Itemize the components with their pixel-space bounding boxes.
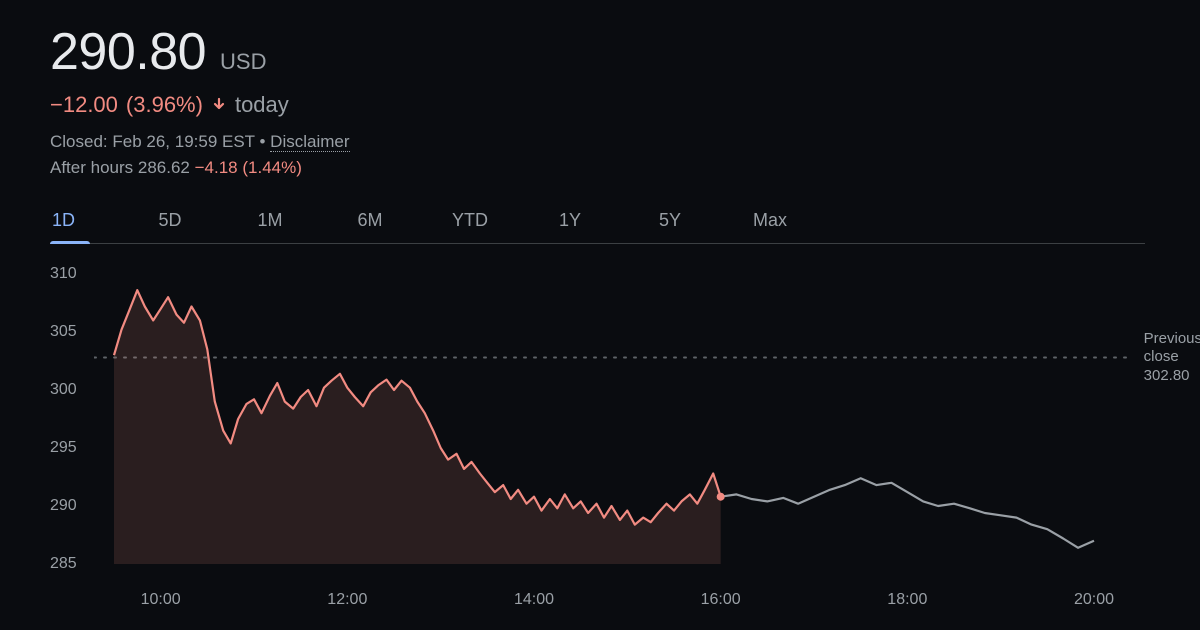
y-tick-label: 300 [50,381,77,399]
afterhours-price: 286.62 [138,158,190,177]
previous-close-label: Previousclose302.80 [1144,330,1200,386]
status-separator: • [255,132,270,151]
tab-5d[interactable]: 5D [120,202,220,243]
afterhours-change: −4.18 (1.44%) [195,158,302,177]
closed-text: Closed: Feb 26, 19:59 EST [50,132,255,151]
x-tick-label: 10:00 [141,591,181,609]
disclaimer-link[interactable]: Disclaimer [270,132,349,152]
change-period: today [235,92,289,118]
tab-1d[interactable]: 1D [50,202,120,243]
x-tick-label: 16:00 [701,591,741,609]
arrow-down-icon [211,92,227,118]
price-chart[interactable]: 285 290 295 300 305 310 10:00 12:00 14:00 16:00 18… [50,254,1200,609]
change-abs: −12.00 [50,92,118,118]
y-tick-label: 285 [50,555,77,573]
x-tick-label: 14:00 [514,591,554,609]
tab-max[interactable]: Max [720,202,820,243]
x-tick-label: 12:00 [327,591,367,609]
tab-1y[interactable]: 1Y [520,202,620,243]
price-value: 290.80 [50,22,206,82]
change-pct: (3.96%) [126,92,203,118]
y-tick-label: 295 [50,439,77,457]
x-tick-label: 18:00 [887,591,927,609]
tab-ytd[interactable]: YTD [420,202,520,243]
price-row: 290.80 USD [50,22,1200,82]
afterhours-row: After hours 286.62 −4.18 (1.44%) [50,158,1200,178]
y-tick-label: 290 [50,497,77,515]
timerange-tabs: 1D5D1M6MYTD1Y5YMax [50,202,1145,244]
y-tick-label: 310 [50,265,77,283]
x-tick-label: 20:00 [1074,591,1114,609]
tab-1m[interactable]: 1M [220,202,320,243]
afterhours-label: After hours [50,158,133,177]
price-currency: USD [220,49,266,75]
y-tick-label: 305 [50,323,77,341]
tab-5y[interactable]: 5Y [620,202,720,243]
tab-6m[interactable]: 6M [320,202,420,243]
price-change-row: −12.00 (3.96%) today [50,92,1200,118]
market-status-row: Closed: Feb 26, 19:59 EST • Disclaimer [50,132,1200,152]
